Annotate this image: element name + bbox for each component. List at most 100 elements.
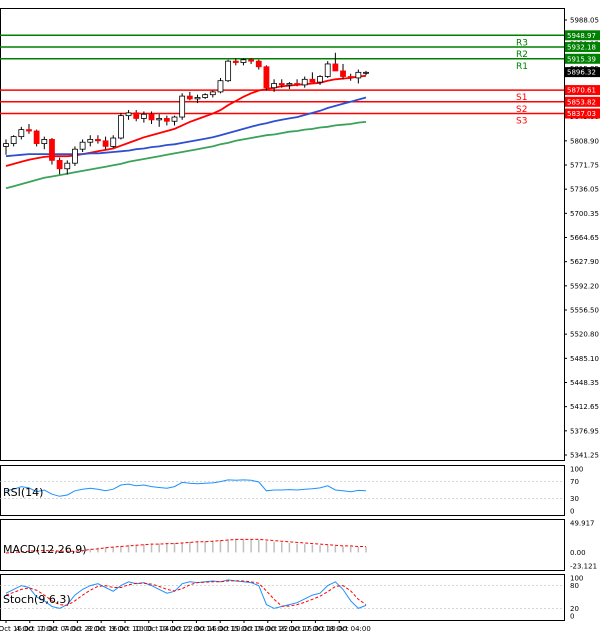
pane-frame-stoch: [0, 574, 565, 621]
rsi-axis-label: 0: [570, 508, 574, 516]
price-axis-label: 5556.50: [570, 307, 599, 315]
price-axis-label: 5988.05: [570, 17, 599, 25]
price-axis-label: 5736.05: [570, 186, 599, 194]
candle-down: [347, 76, 354, 79]
price-axis-label: 5808.90: [570, 137, 599, 145]
candle-up: [286, 83, 293, 86]
level-price-label-s2: 5853.82: [567, 98, 596, 106]
candle-up: [363, 71, 369, 74]
level-price-label-s1: 5870.61: [567, 87, 596, 95]
candle-up: [156, 118, 163, 121]
stoch-axis-label: 100: [570, 575, 583, 583]
candle-down: [26, 129, 32, 132]
candle-down: [56, 159, 63, 170]
candle-up: [194, 97, 201, 100]
candle-down: [332, 63, 339, 72]
level-price-label-r2: 5932.18: [567, 44, 596, 52]
candle-up: [41, 139, 48, 145]
price-axis-label: 5485.10: [570, 355, 599, 363]
level-price-box-r2: [565, 42, 600, 53]
price-axis-label: 5448.35: [570, 379, 599, 387]
price-axis-label: 5664.65: [570, 234, 599, 242]
candle-up: [225, 60, 232, 82]
candle-down: [133, 112, 140, 119]
candle-up: [355, 71, 362, 79]
moving-average-line-3: [5, 121, 367, 190]
stoch-title: Stoch(9,6,3): [3, 593, 71, 606]
candle-up: [140, 113, 147, 119]
candle-up: [217, 80, 224, 93]
price-axis-label: 5341.25: [570, 452, 599, 460]
time-axis-label: 10 Oct 22:00: [159, 625, 205, 633]
level-price-label-r3: 5948.97: [567, 32, 596, 40]
time-axis-label: 9 Oct 10:00: [111, 625, 152, 633]
time-axis-label: 7 Oct 04:00: [40, 625, 81, 633]
candle-down: [148, 113, 155, 121]
candle-up: [79, 141, 86, 150]
candle-down: [263, 66, 270, 89]
candle-up: [179, 95, 186, 118]
level-price-box-r3: [565, 30, 600, 41]
level-price-label-r1: 5915.39: [567, 55, 596, 63]
candle-down: [49, 139, 55, 161]
time-axis-label: 18 Oct 04:00: [325, 625, 371, 633]
time-axis-label: 10 Oct 04:00: [135, 625, 181, 633]
time-axis-label: 15 Oct 04:00: [230, 625, 276, 633]
time-axis-label: 3 Oct 16:00: [0, 625, 33, 633]
macd-title: MACD(12,26,9): [3, 543, 87, 556]
candle-up: [202, 94, 209, 98]
candle-up: [301, 78, 308, 86]
candle-up: [125, 112, 132, 117]
candle-up: [317, 76, 323, 83]
rsi-axis-label: 70: [570, 478, 579, 486]
candle-up: [10, 136, 17, 145]
stoch-axis-label: 80: [570, 582, 579, 590]
time-axis-label: 16 Oct 16:00: [278, 625, 324, 633]
time-axis-label: 11 Oct 16:00: [182, 625, 228, 633]
pane-frame-macd: [0, 519, 565, 571]
level-price-box-s3: [565, 108, 600, 119]
candle-down: [232, 60, 239, 63]
pane-frame-rsi: [0, 465, 565, 516]
level-name-s1: S1: [516, 93, 527, 103]
rsi-axis-label: 100: [570, 466, 583, 474]
price-axis-label: 5520.80: [570, 331, 599, 339]
time-axis-label: 8 Oct 16:00: [87, 625, 128, 633]
level-name-s3: S3: [516, 117, 527, 127]
candle-down: [340, 70, 346, 77]
level-name-r2: R2: [516, 50, 528, 60]
level-price-box-r1: [565, 53, 600, 64]
time-axis-label: 7 Oct 22:00: [63, 625, 104, 633]
candle-up: [87, 139, 94, 143]
candle-up: [271, 83, 277, 89]
stoch-axis-label: 20: [570, 605, 579, 613]
price-axis-label: 5627.90: [570, 258, 599, 266]
candle-down: [278, 83, 285, 86]
candle-up: [324, 63, 331, 77]
level-name-s2: S2: [516, 105, 527, 115]
candle-up: [209, 91, 216, 96]
candle-up: [240, 59, 247, 63]
macd-axis-label: 0.00: [570, 549, 586, 557]
candle-up: [171, 116, 178, 122]
price-axis-label: 5376.95: [570, 427, 599, 435]
macd-axis-label: -23.121: [570, 563, 597, 571]
rsi-title: RSI(14): [3, 486, 43, 499]
candle-down: [33, 130, 40, 145]
moving-average-line-2: [5, 96, 367, 158]
candle-up: [64, 162, 71, 170]
level-name-r1: R1: [516, 62, 528, 72]
rsi-axis-label: 30: [570, 495, 579, 503]
candle-up: [117, 115, 124, 139]
time-axis-label: 17 Oct 10:00: [301, 625, 347, 633]
level-name-r3: R3: [516, 38, 528, 48]
time-axis-label: 4 Oct 10:00: [16, 625, 57, 633]
price-axis-label: 5771.75: [570, 162, 599, 170]
level-price-label-s3: 5837.03: [567, 110, 596, 118]
candle-down: [186, 95, 193, 100]
current-price-box: [565, 67, 600, 78]
candle-up: [18, 129, 25, 138]
level-price-box-s2: [565, 96, 600, 107]
